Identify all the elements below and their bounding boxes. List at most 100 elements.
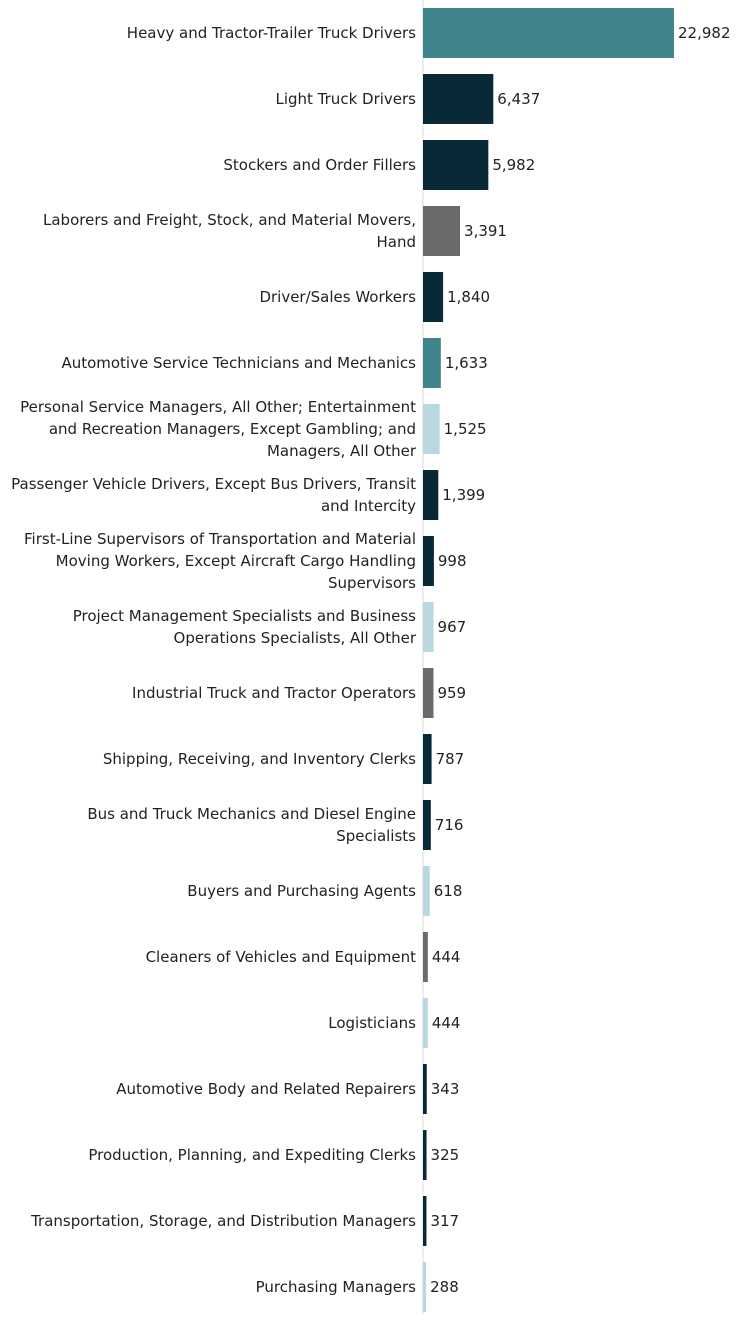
category-label: Production, Planning, and Expediting Cle…: [88, 1146, 416, 1164]
bar: [423, 668, 434, 718]
bar-row: Driver/Sales Workers 1,840: [259, 272, 490, 322]
category-label-line: Moving Workers, Except Aircraft Cargo Ha…: [56, 552, 416, 570]
category-label-line: Automotive Body and Related Repairers: [116, 1080, 416, 1098]
bar-row: Logisticians 444: [328, 998, 460, 1048]
category-label-line: Personal Service Managers, All Other; En…: [20, 398, 416, 416]
value-label: 317: [430, 1212, 459, 1230]
category-label-line: Transportation, Storage, and Distributio…: [30, 1212, 416, 1230]
bar-rows: Heavy and Tractor-Trailer Truck Drivers 2…: [11, 8, 731, 1312]
value-label: 959: [437, 684, 466, 702]
category-label: Purchasing Managers: [256, 1278, 417, 1296]
category-label-line: Stockers and Order Fillers: [223, 156, 416, 174]
category-label-line: Industrial Truck and Tractor Operators: [132, 684, 416, 702]
category-label-line: Bus and Truck Mechanics and Diesel Engin…: [87, 805, 416, 823]
value-label: 1,840: [447, 288, 490, 306]
category-label: Laborers and Freight, Stock, and Materia…: [43, 211, 416, 251]
category-label-line: and Intercity: [321, 497, 416, 515]
bar: [423, 1196, 427, 1246]
bar: [423, 998, 428, 1048]
category-label-line: Driver/Sales Workers: [259, 288, 416, 306]
category-label-line: Laborers and Freight, Stock, and Materia…: [43, 211, 416, 229]
bar: [423, 1064, 427, 1114]
category-label: Buyers and Purchasing Agents: [187, 882, 416, 900]
bar-row: Cleaners of Vehicles and Equipment 444: [146, 932, 461, 982]
value-label: 343: [431, 1080, 460, 1098]
bar-row: First-Line Supervisors of Transportation…: [24, 530, 467, 592]
category-label-line: Light Truck Drivers: [275, 90, 416, 108]
bar-row: Heavy and Tractor-Trailer Truck Drivers 2…: [127, 8, 731, 58]
category-label: Light Truck Drivers: [275, 90, 416, 108]
category-label-line: Shipping, Receiving, and Inventory Clerk…: [103, 750, 416, 768]
category-label-line: Automotive Service Technicians and Mecha…: [61, 354, 416, 372]
category-label: Heavy and Tractor-Trailer Truck Drivers: [127, 24, 416, 42]
category-label-line: First-Line Supervisors of Transportation…: [24, 530, 416, 548]
bar-row: Production, Planning, and Expediting Cle…: [88, 1130, 459, 1180]
bar: [423, 536, 434, 586]
bar: [423, 470, 439, 520]
bar: [423, 404, 440, 454]
category-label-line: Hand: [377, 233, 417, 251]
value-label: 1,525: [444, 420, 487, 438]
bar-row: Laborers and Freight, Stock, and Materia…: [43, 206, 507, 256]
value-label: 1,633: [445, 354, 488, 372]
bar: [423, 272, 444, 322]
category-label-line: Operations Specialists, All Other: [174, 629, 417, 647]
category-label-line: Supervisors: [328, 574, 416, 592]
bar: [423, 74, 494, 124]
category-label-line: Logisticians: [328, 1014, 416, 1032]
value-label: 325: [431, 1146, 460, 1164]
bar: [423, 140, 489, 190]
value-label: 1,399: [442, 486, 485, 504]
value-label: 716: [435, 816, 464, 834]
category-label-line: Heavy and Tractor-Trailer Truck Drivers: [127, 24, 416, 42]
category-label: Transportation, Storage, and Distributio…: [30, 1212, 416, 1230]
category-label-line: Cleaners of Vehicles and Equipment: [146, 948, 417, 966]
value-label: 998: [438, 552, 467, 570]
category-label: Stockers and Order Fillers: [223, 156, 416, 174]
category-label: First-Line Supervisors of Transportation…: [24, 530, 416, 592]
value-label: 444: [432, 948, 461, 966]
bar: [423, 602, 434, 652]
category-label: Industrial Truck and Tractor Operators: [132, 684, 416, 702]
category-label-line: Production, Planning, and Expediting Cle…: [88, 1146, 416, 1164]
category-label: Project Management Specialists and Busin…: [73, 607, 417, 647]
category-label: Automotive Body and Related Repairers: [116, 1080, 416, 1098]
bar: [423, 206, 461, 256]
bar-row: Passenger Vehicle Drivers, Except Bus Dr…: [11, 470, 485, 520]
category-label: Cleaners of Vehicles and Equipment: [146, 948, 417, 966]
bar-row: Stockers and Order Fillers 5,982: [223, 140, 535, 190]
value-label: 3,391: [464, 222, 507, 240]
category-label: Automotive Service Technicians and Mecha…: [61, 354, 416, 372]
category-label-line: Buyers and Purchasing Agents: [187, 882, 416, 900]
category-label: Driver/Sales Workers: [259, 288, 416, 306]
bar: [423, 338, 441, 388]
value-label: 5,982: [492, 156, 535, 174]
bar: [423, 8, 674, 58]
bar-row: Project Management Specialists and Busin…: [73, 602, 466, 652]
bar: [423, 1262, 427, 1312]
category-label-line: and Recreation Managers, Except Gambling…: [49, 420, 416, 438]
bar-row: Purchasing Managers 288: [256, 1262, 459, 1312]
value-label: 6,437: [497, 90, 540, 108]
category-label: Logisticians: [328, 1014, 416, 1032]
category-label-line: Specialists: [336, 827, 416, 845]
bar: [423, 734, 432, 784]
value-label: 967: [438, 618, 467, 636]
bar-row: Shipping, Receiving, and Inventory Clerk…: [103, 734, 464, 784]
category-label-line: Passenger Vehicle Drivers, Except Bus Dr…: [11, 475, 416, 493]
category-label: Passenger Vehicle Drivers, Except Bus Dr…: [11, 475, 416, 515]
bar-row: Automotive Service Technicians and Mecha…: [61, 338, 488, 388]
category-label-line: Managers, All Other: [267, 442, 417, 460]
value-label: 618: [434, 882, 463, 900]
bar: [423, 800, 431, 850]
value-label: 787: [436, 750, 465, 768]
bar-row: Industrial Truck and Tractor Operators 95…: [132, 668, 466, 718]
bar: [423, 1130, 427, 1180]
category-label-line: Purchasing Managers: [256, 1278, 417, 1296]
bar-row: Transportation, Storage, and Distributio…: [30, 1196, 459, 1246]
bar-row: Bus and Truck Mechanics and Diesel Engin…: [87, 800, 463, 850]
category-label: Personal Service Managers, All Other; En…: [20, 398, 417, 460]
bar-row: Light Truck Drivers 6,437: [275, 74, 540, 124]
bar: [423, 866, 430, 916]
